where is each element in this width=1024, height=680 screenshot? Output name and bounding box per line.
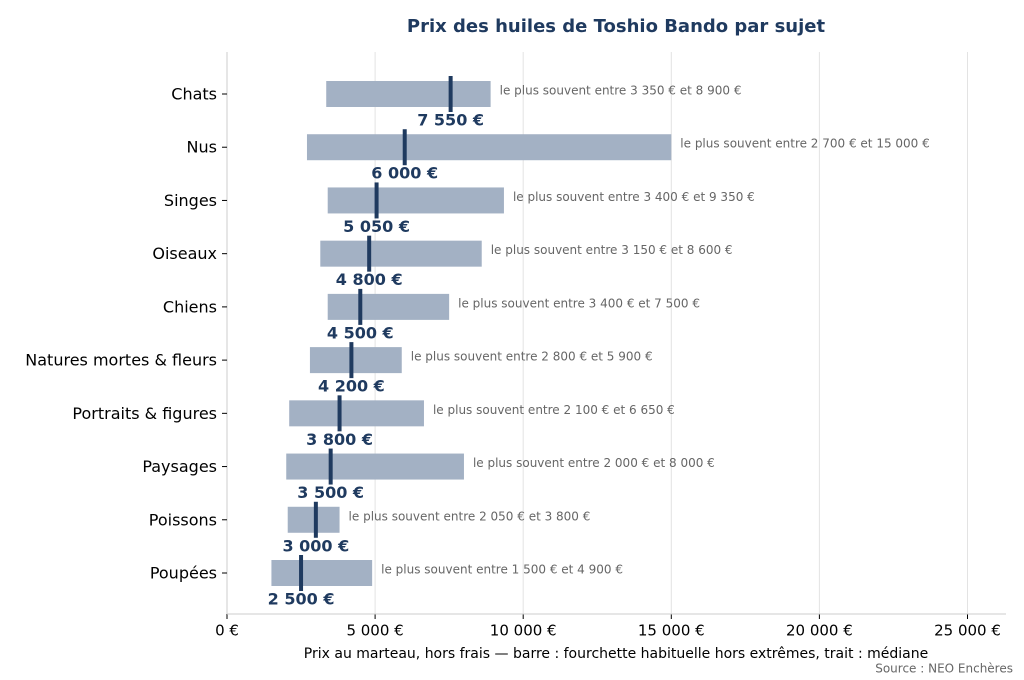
- median-label: 3 800 €: [306, 430, 373, 449]
- y-tick-label: Poupées: [150, 564, 217, 583]
- range-bar: [286, 453, 464, 480]
- median-label: 3 000 €: [282, 536, 349, 555]
- range-label: le plus souvent entre 3 400 € et 7 500 €: [458, 296, 700, 310]
- median-label: 6 000 €: [371, 164, 438, 183]
- source: Source : NEO Enchères: [875, 662, 1013, 676]
- x-tick-label: 5 000 €: [346, 622, 403, 640]
- median-label: 7 550 €: [417, 111, 484, 130]
- y-tick-label: Portraits & figures: [72, 404, 217, 423]
- range-label: le plus souvent entre 3 150 € et 8 600 €: [491, 243, 733, 257]
- y-tick-label: Oiseaux: [152, 244, 217, 263]
- x-tick-label: 20 000 €: [786, 622, 853, 640]
- chart-title: Prix des huiles de Toshio Bando par suje…: [407, 16, 826, 37]
- range-bar: [320, 240, 482, 267]
- range-label: le plus souvent entre 3 400 € et 9 350 €: [513, 190, 755, 204]
- range-label: le plus souvent entre 1 500 € et 4 900 €: [381, 563, 623, 577]
- x-tick-label: 25 000 €: [934, 622, 1001, 640]
- range-bar: [309, 347, 402, 374]
- y-tick-label: Chats: [171, 85, 217, 104]
- median-label: 4 800 €: [336, 270, 403, 289]
- range-label: le plus souvent entre 2 100 € et 6 650 €: [433, 403, 675, 417]
- range-bar: [287, 506, 340, 533]
- x-tick-label: 10 000 €: [490, 622, 557, 640]
- range-label: le plus souvent entre 2 800 € et 5 900 €: [411, 350, 653, 364]
- y-tick-label: Chiens: [163, 297, 217, 316]
- y-tick-label: Singes: [164, 191, 217, 210]
- median-label: 4 200 €: [318, 377, 385, 396]
- range-label: le plus souvent entre 3 350 € et 8 900 €: [500, 84, 742, 98]
- range-bar: [289, 400, 424, 427]
- x-tick-label: 0 €: [215, 622, 239, 640]
- x-tick-label: 15 000 €: [638, 622, 705, 640]
- y-tick-label: Nus: [187, 138, 217, 157]
- range-bar: [327, 187, 504, 214]
- range-bar: [327, 293, 450, 320]
- median-label: 3 500 €: [297, 483, 364, 502]
- range-label: le plus souvent entre 2 050 € et 3 800 €: [349, 509, 591, 523]
- y-tick-label: Natures mortes & fleurs: [25, 351, 217, 370]
- median-label: 2 500 €: [268, 590, 335, 609]
- median-label: 4 500 €: [327, 323, 394, 342]
- y-tick-label: Poissons: [149, 510, 217, 529]
- x-axis-label: Prix au marteau, hors frais — barre : fo…: [304, 646, 928, 662]
- range-bar: [326, 81, 491, 107]
- median-label: 5 050 €: [343, 217, 410, 236]
- range-bar: [306, 134, 672, 161]
- y-tick-label: Paysages: [142, 457, 217, 476]
- range-label: le plus souvent entre 2 000 € et 8 000 €: [473, 456, 715, 470]
- range-bar: [271, 560, 373, 586]
- range-label: le plus souvent entre 2 700 € et 15 000 …: [680, 137, 929, 151]
